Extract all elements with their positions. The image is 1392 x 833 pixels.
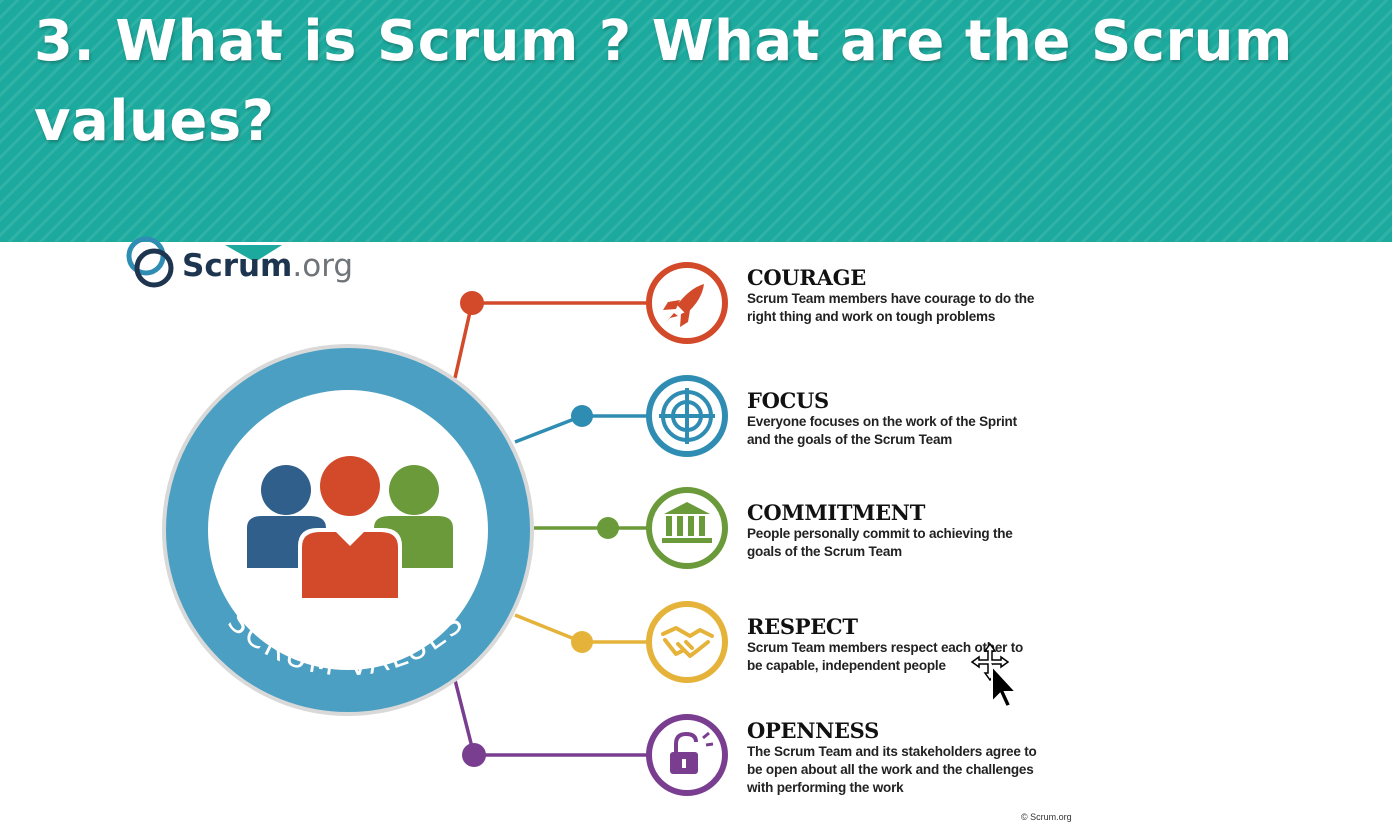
move-cursor-icon — [970, 642, 1019, 709]
scrum-logo-icon — [126, 236, 282, 288]
value-name: RESPECT — [747, 614, 858, 639]
value-openness: OPENNESS The Scrum Team and its stakehol… — [747, 719, 1047, 797]
rocket-icon — [663, 284, 704, 327]
open-lock-icon — [670, 731, 714, 774]
team-icon — [247, 452, 453, 600]
value-icon-focus — [646, 375, 728, 457]
connector-openness — [453, 679, 648, 757]
connector-lines — [453, 291, 648, 767]
handshake-icon — [661, 626, 714, 658]
value-name: COURAGE — [747, 265, 866, 290]
value-icon-commitment — [646, 487, 728, 569]
target-icon — [659, 388, 715, 444]
value-commitment: COMMITMENT People personally commit to a… — [747, 501, 1047, 561]
connector-courage — [453, 301, 648, 379]
value-description: Everyone focuses on the work of the Spri… — [747, 414, 1017, 447]
value-respect: RESPECT Scrum Team members respect each … — [747, 615, 1047, 675]
value-name: COMMITMENT — [747, 500, 926, 525]
value-icon-openness — [646, 714, 728, 796]
connector-dot-respect — [571, 631, 593, 653]
scrum-values-badge: SCRUM VALUES — [162, 344, 534, 716]
copyright-notice: © Scrum.org — [1021, 812, 1072, 822]
value-focus: FOCUS Everyone focuses on the work of th… — [747, 389, 1047, 449]
connector-dot-courage — [460, 291, 484, 315]
value-icon-respect — [646, 601, 728, 683]
pillars-icon — [662, 502, 712, 543]
connector-dot-openness — [462, 743, 486, 767]
value-description: Scrum Team members respect each other to… — [747, 640, 1024, 673]
value-name: FOCUS — [747, 388, 829, 413]
value-description: People personally commit to achieving th… — [747, 526, 1013, 559]
title-banner: 3. What is Scrum ? What are the Scrum va… — [0, 0, 1392, 242]
scrum-org-logo[interactable]: Scrum.org — [182, 248, 354, 284]
value-description: The Scrum Team and its stakeholders agre… — [747, 744, 1037, 795]
value-name: OPENNESS — [747, 718, 879, 743]
slide-title: 3. What is Scrum ? What are the Scrum va… — [34, 9, 1293, 154]
connector-dot-focus — [571, 405, 593, 427]
connector-dot-commitment — [597, 517, 619, 539]
value-description: Scrum Team members have courage to do th… — [747, 291, 1035, 324]
value-courage: COURAGE Scrum Team members have courage … — [747, 266, 1047, 326]
value-icon-courage — [646, 262, 728, 344]
